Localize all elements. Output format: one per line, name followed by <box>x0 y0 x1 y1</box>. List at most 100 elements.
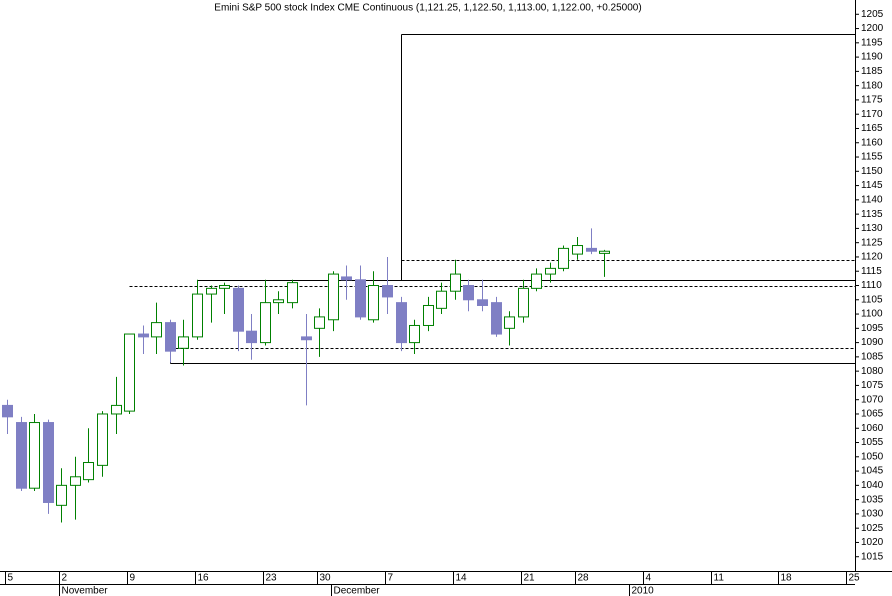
candle-body <box>599 250 610 254</box>
candle-body <box>165 322 176 352</box>
y-tick-label: 1180 <box>861 80 883 91</box>
candle-body <box>504 316 515 329</box>
candle-body <box>97 413 108 466</box>
y-tick-label: 1120 <box>861 252 883 263</box>
x-tick-label: 7 <box>388 573 394 584</box>
candle-body <box>233 287 244 332</box>
x-tick-label: 4 <box>646 573 652 584</box>
y-tick-label: 1185 <box>861 66 883 77</box>
candle-body <box>16 422 27 489</box>
month-label: November <box>62 586 109 596</box>
x-tick-label: 16 <box>198 573 210 584</box>
x-tick-label: 30 <box>320 573 332 584</box>
y-tick-label: 1045 <box>861 466 884 477</box>
chart-title: Emini S&P 500 stock Index CME Continuous… <box>214 3 641 14</box>
y-tick-label: 1060 <box>861 423 884 434</box>
candle-body <box>355 279 366 318</box>
x-tick-label: 23 <box>266 573 278 584</box>
candle-body <box>423 304 434 326</box>
y-tick-label: 1110 <box>861 280 882 291</box>
candle-body <box>56 484 67 506</box>
y-tick-label: 1025 <box>861 523 884 534</box>
candle-body <box>463 285 474 301</box>
candle-body <box>83 462 94 481</box>
y-tick-label: 1150 <box>861 166 883 177</box>
candle-body <box>70 476 81 486</box>
candle-body <box>518 287 529 318</box>
y-tick-label: 1085 <box>861 352 884 363</box>
candle-body <box>477 299 488 306</box>
candle-body <box>2 404 13 418</box>
y-tick-label: 1030 <box>861 509 884 520</box>
candle-body <box>29 422 40 489</box>
month-label: December <box>334 586 381 596</box>
x-tick-label: 28 <box>578 573 590 584</box>
candle-body <box>328 273 339 321</box>
candle-body <box>246 330 257 344</box>
y-tick-label: 1035 <box>861 494 884 505</box>
candle-body <box>314 316 325 329</box>
y-tick-label: 1205 <box>861 9 884 20</box>
candle-body <box>301 336 312 341</box>
y-tick-label: 1135 <box>861 209 883 220</box>
candle-body <box>586 247 597 252</box>
y-tick-label: 1095 <box>861 323 884 334</box>
candle-body <box>273 299 284 304</box>
y-tick-label: 1160 <box>861 137 883 148</box>
y-tick-label: 1115 <box>861 266 882 277</box>
candle-body <box>287 282 298 304</box>
candle-body <box>138 333 149 338</box>
candle-body <box>396 302 407 344</box>
y-tick-label: 1165 <box>861 123 883 134</box>
month-label: 2010 <box>632 586 655 596</box>
y-tick-label: 1040 <box>861 480 884 491</box>
y-tick-label: 1140 <box>861 194 883 205</box>
x-tick-label: 18 <box>781 573 793 584</box>
x-tick-label: 2 <box>62 573 68 584</box>
y-tick-label: 1130 <box>861 223 883 234</box>
x-tick-label: 11 <box>714 573 725 584</box>
candle-body <box>124 333 135 412</box>
y-tick-label: 1155 <box>861 152 883 163</box>
candle-body <box>436 290 447 309</box>
y-tick-label: 1080 <box>861 366 884 377</box>
candle-body <box>450 273 461 292</box>
candle-body <box>368 285 379 321</box>
candle-body <box>491 302 502 335</box>
candle-body <box>260 302 271 344</box>
candle-body <box>178 336 189 349</box>
candle-body <box>151 322 162 338</box>
candle-body <box>192 293 203 338</box>
y-tick-label: 1200 <box>861 23 884 34</box>
candle-body <box>219 285 230 289</box>
y-tick-label: 1175 <box>861 95 883 106</box>
candle-body <box>382 285 393 298</box>
y-tick-label: 1015 <box>861 551 884 562</box>
y-tick-label: 1050 <box>861 451 884 462</box>
candle-body <box>409 324 420 344</box>
y-tick-label: 1170 <box>861 109 883 120</box>
y-tick-label: 1195 <box>861 37 883 48</box>
candle-body <box>558 247 569 269</box>
y-tick-label: 1190 <box>861 52 883 63</box>
y-tick-label: 1070 <box>861 394 884 405</box>
y-tick-label: 1055 <box>861 437 884 448</box>
candle-body <box>572 245 583 255</box>
y-tick-label: 1075 <box>861 380 884 391</box>
candle-body <box>531 273 542 289</box>
x-tick-label: 21 <box>524 573 536 584</box>
candle-body <box>111 404 122 415</box>
y-tick-label: 1020 <box>861 537 884 548</box>
x-tick-label: 25 <box>849 573 861 584</box>
candle-body <box>43 422 54 503</box>
y-tick-label: 1100 <box>861 309 883 320</box>
candle-body <box>545 267 556 275</box>
y-tick-label: 1065 <box>861 409 884 420</box>
y-tick-label: 1105 <box>861 294 883 305</box>
x-tick-label: 14 <box>456 573 468 584</box>
candle-body <box>341 276 352 281</box>
y-tick-label: 1145 <box>861 180 883 191</box>
candle-body <box>206 287 217 295</box>
x-tick-label: 9 <box>130 573 136 584</box>
